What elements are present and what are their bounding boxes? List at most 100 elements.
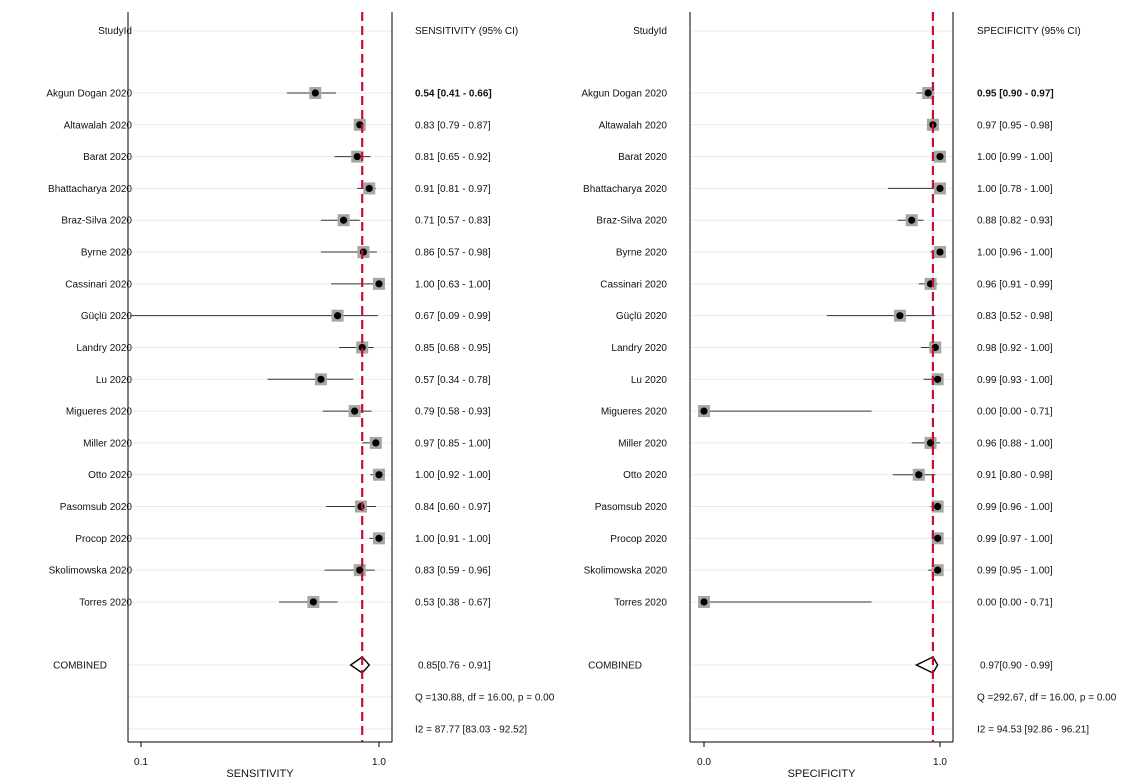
study-name: Otto 2020: [88, 470, 132, 481]
study-estimate-text: 0.00 [0.00 - 0.71]: [977, 597, 1053, 608]
study-estimate-text: 0.79 [0.58 - 0.93]: [415, 407, 491, 418]
study-row: Miller 2020 0.97 [0.85 - 1.00]: [83, 436, 491, 449]
study-point: [934, 375, 942, 383]
study-estimate-text: 0.99 [0.96 - 1.00]: [977, 502, 1053, 513]
study-name: Akgun Dogan 2020: [581, 89, 667, 100]
study-name: Skolimowska 2020: [49, 566, 133, 577]
study-point: [375, 280, 383, 288]
header-stat-label: SPECIFICITY (95% CI): [977, 26, 1081, 37]
study-estimate-text: 1.00 [0.92 - 1.00]: [415, 470, 491, 481]
combined-diamond: [914, 656, 939, 674]
study-estimate-text: 1.00 [0.96 - 1.00]: [977, 248, 1053, 259]
study-name: Otto 2020: [623, 470, 667, 481]
study-estimate-text: 0.81 [0.65 - 0.92]: [415, 152, 491, 163]
study-estimate-text: 0.98 [0.92 - 1.00]: [977, 343, 1053, 354]
study-row: Landry 2020 0.85 [0.68 - 0.95]: [76, 341, 491, 354]
study-name: Cassinari 2020: [65, 279, 132, 290]
study-row: Lu 2020 0.57 [0.34 - 0.78]: [96, 373, 491, 386]
study-name: Braz-Silva 2020: [61, 216, 132, 227]
study-estimate-text: 1.00 [0.91 - 1.00]: [415, 534, 491, 545]
study-estimate-text: 0.00 [0.00 - 0.71]: [977, 407, 1053, 418]
study-point: [936, 248, 944, 256]
study-name: Procop 2020: [610, 534, 667, 545]
study-point: [311, 89, 319, 97]
study-estimate-text: 0.97 [0.95 - 0.98]: [977, 120, 1053, 131]
study-row: Lu 2020 0.99 [0.93 - 1.00]: [631, 373, 1053, 386]
study-name: Migueres 2020: [66, 407, 133, 418]
study-point: [936, 184, 944, 193]
study-point: [356, 566, 364, 574]
study-point: [353, 153, 361, 161]
heterogeneity-i2-text: I2 = 94.53 [92.86 - 96.21]: [977, 725, 1089, 736]
combined-label: COMBINED: [588, 661, 642, 672]
study-name: Skolimowska 2020: [584, 566, 668, 577]
study-point: [924, 89, 932, 97]
study-row: Otto 2020 0.91 [0.80 - 0.98]: [623, 468, 1053, 481]
study-name: Miller 2020: [618, 438, 667, 449]
study-name: Procop 2020: [75, 534, 132, 545]
study-name: Güçlü 2020: [81, 311, 133, 322]
x-tick-label: 0.1: [134, 757, 148, 768]
study-name: Barat 2020: [618, 152, 667, 163]
study-row: Güçlü 2020 0.67 [0.09 - 0.99]: [81, 309, 491, 322]
study-name: Torres 2020: [614, 597, 667, 608]
study-row: Procop 2020 0.99 [0.97 - 1.00]: [610, 532, 1053, 545]
heterogeneity-q-text: Q =130.88, df = 16.00, p = 0.00: [415, 693, 555, 704]
study-row: Otto 2020 1.00 [0.92 - 1.00]: [88, 468, 491, 481]
study-point: [317, 375, 325, 383]
study-row: Güçlü 2020 0.83 [0.52 - 0.98]: [616, 309, 1053, 322]
study-estimate-text: 0.97 [0.85 - 1.00]: [415, 438, 491, 449]
x-tick-label: 0.0: [697, 757, 711, 768]
study-estimate-text: 0.67 [0.09 - 0.99]: [415, 311, 491, 322]
study-row: Bhattacharya 2020 0.91 [0.81 - 0.97]: [48, 182, 491, 195]
header-stat-label: SENSITIVITY (95% CI): [415, 26, 518, 37]
combined-label: COMBINED: [53, 661, 107, 672]
study-point: [936, 153, 944, 161]
forest-panel-sensitivity: 0.1 1.0 SENSITIVITY StudyId SENSITIVITY (95%…: [46, 12, 555, 780]
header-study-id: StudyId: [633, 26, 667, 37]
x-tick-label: 1.0: [933, 757, 947, 768]
study-name: Miller 2020: [83, 438, 132, 449]
study-name: Torres 2020: [79, 597, 132, 608]
study-row: Braz-Silva 2020 0.71 [0.57 - 0.83]: [61, 214, 491, 227]
x-axis-label: SPECIFICITY: [788, 768, 857, 780]
study-point: [357, 502, 365, 511]
heterogeneity-i2-text: I2 = 87.77 [83.03 - 92.52]: [415, 725, 527, 736]
study-estimate-text: 0.88 [0.82 - 0.93]: [977, 216, 1053, 227]
study-name: Bhattacharya 2020: [48, 184, 132, 195]
study-row: Procop 2020 1.00 [0.91 - 1.00]: [75, 532, 491, 545]
study-estimate-text: 0.99 [0.93 - 1.00]: [977, 375, 1053, 386]
study-estimate-text: 0.86 [0.57 - 0.98]: [415, 248, 491, 259]
study-point: [934, 566, 942, 574]
study-name: Landry 2020: [76, 343, 132, 354]
study-row: Akgun Dogan 2020 0.54 [0.41 - 0.66]: [46, 87, 492, 100]
study-name: Pasomsub 2020: [595, 502, 668, 513]
study-estimate-text: 0.53 [0.38 - 0.67]: [415, 597, 491, 608]
study-row: Bhattacharya 2020 1.00 [0.78 - 1.00]: [583, 182, 1053, 195]
study-estimate-text: 0.99 [0.97 - 1.00]: [977, 534, 1053, 545]
study-row: Migueres 2020 0.79 [0.58 - 0.93]: [66, 405, 491, 418]
study-name: Braz-Silva 2020: [596, 216, 667, 227]
study-estimate-text: 1.00 [0.99 - 1.00]: [977, 152, 1053, 163]
forest-panel-specificity: 0.0 1.0 SPECIFICITY StudyId SPECIFICITY (95%…: [581, 12, 1117, 780]
study-point: [700, 407, 708, 415]
header-study-id: StudyId: [98, 26, 132, 37]
study-point: [926, 439, 935, 447]
study-row: Barat 2020 1.00 [0.99 - 1.00]: [618, 150, 1053, 163]
combined-estimate-text: 0.85[0.76 - 0.91]: [418, 661, 491, 672]
study-point: [700, 598, 708, 606]
study-estimate-text: 0.83 [0.52 - 0.98]: [977, 311, 1053, 322]
study-name: Güçlü 2020: [616, 311, 668, 322]
combined-estimate-text: 0.97[0.90 - 0.99]: [980, 661, 1053, 672]
study-estimate-text: 0.95 [0.90 - 0.97]: [977, 89, 1054, 100]
study-point: [908, 216, 916, 224]
study-name: Lu 2020: [96, 375, 133, 386]
study-row: Pasomsub 2020 0.99 [0.96 - 1.00]: [595, 500, 1053, 513]
study-point: [359, 248, 368, 256]
study-row: Migueres 2020 0.00 [0.00 - 0.71]: [601, 405, 1053, 418]
study-estimate-text: 0.84 [0.60 - 0.97]: [415, 502, 491, 513]
study-point: [339, 216, 348, 224]
study-name: Landry 2020: [611, 343, 667, 354]
study-estimate-text: 0.99 [0.95 - 1.00]: [977, 566, 1053, 577]
